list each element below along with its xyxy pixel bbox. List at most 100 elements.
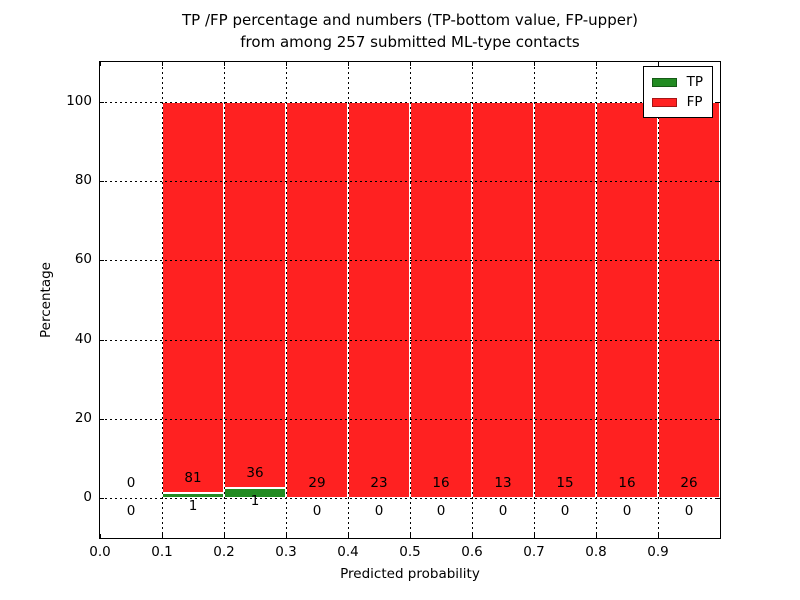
tp-count-label: 0 <box>436 503 446 520</box>
x-tick-mark <box>162 534 163 538</box>
chart-title: TP /FP percentage and numbers (TP-bottom… <box>100 9 720 53</box>
legend-item: TP <box>651 72 703 92</box>
v-gridline <box>348 62 349 538</box>
tp-count-label: 0 <box>498 503 508 520</box>
plot-area: 0 0 81 1 36 1 29 0 23 0 16 0 13 0 15 0 16 0 26 0 TP FP <box>99 61 721 539</box>
tp-count-label: 1 <box>188 498 198 515</box>
v-gridline <box>472 62 473 538</box>
y-tick-label: 60 <box>74 251 92 268</box>
y-tick-mark-right <box>716 339 720 341</box>
x-tick-mark <box>348 534 349 538</box>
x-tick-label: 0.2 <box>213 544 235 560</box>
v-gridline <box>596 62 597 538</box>
x-tick-label: 0.3 <box>275 544 297 560</box>
x-tick-mark <box>596 534 597 538</box>
y-tick-mark <box>100 181 104 182</box>
x-tick-mark-top <box>596 62 597 66</box>
fp-count-label: 23 <box>370 475 388 492</box>
fp-count-label: 26 <box>680 475 698 492</box>
x-tick-label: 0.7 <box>523 544 545 560</box>
legend-swatch-tp <box>651 77 677 87</box>
x-tick-mark <box>534 534 535 538</box>
y-tick-mark <box>100 260 104 262</box>
legend: TP FP <box>642 66 713 118</box>
chart-title-line2: from among 257 submitted ML-type contact… <box>240 33 580 51</box>
x-tick-mark-top <box>286 62 287 66</box>
v-gridline <box>534 62 535 538</box>
y-tick-mark-right <box>716 419 720 420</box>
y-tick-mark <box>100 339 104 341</box>
y-tick-label: 100 <box>66 92 92 109</box>
v-gridline <box>162 62 163 538</box>
legend-item: FP <box>651 92 703 112</box>
x-tick-mark <box>286 534 287 538</box>
y-tick-label: 80 <box>74 172 92 188</box>
fp-count-label: 13 <box>494 475 512 492</box>
x-tick-mark <box>472 534 473 538</box>
x-tick-mark-top <box>658 62 659 66</box>
fp-count-label: 36 <box>246 464 264 481</box>
tp-count-label: 0 <box>312 503 322 520</box>
x-tick-label: 0.1 <box>151 544 173 560</box>
x-tick-mark-top <box>410 62 411 66</box>
x-axis-label: Predicted probability <box>340 566 480 582</box>
x-tick-mark-top <box>162 62 163 66</box>
tp-count-label: 0 <box>374 503 384 520</box>
y-tick-mark <box>100 498 104 500</box>
fp-bar <box>534 101 596 499</box>
fp-bar <box>472 101 534 499</box>
fp-count-label: 0 <box>126 475 136 492</box>
x-tick-label: 0.6 <box>461 544 483 560</box>
legend-label: FP <box>686 94 703 110</box>
x-tick-mark <box>100 534 101 538</box>
x-tick-mark-top <box>472 62 473 66</box>
y-tick-mark-right <box>716 498 720 500</box>
y-tick-label: 0 <box>83 489 92 506</box>
y-tick-mark-right <box>716 260 720 262</box>
fp-bar <box>658 101 720 499</box>
fp-count-label: 15 <box>556 475 574 492</box>
y-tick-label: 40 <box>74 330 92 347</box>
x-tick-mark-top <box>100 62 101 66</box>
fp-bar <box>348 101 410 499</box>
fp-bar <box>224 101 286 488</box>
y-axis-label: Percentage <box>38 262 54 338</box>
y-tick-mark <box>100 419 104 420</box>
tp-count-label: 0 <box>684 503 694 520</box>
fp-count-label: 81 <box>184 470 202 487</box>
x-tick-mark <box>224 534 225 538</box>
y-tick-label: 20 <box>74 410 92 426</box>
v-gridline <box>410 62 411 538</box>
x-tick-label: 0.9 <box>647 544 669 560</box>
tp-count-label: 0 <box>622 503 632 520</box>
v-gridline <box>658 62 659 538</box>
fp-bar <box>596 101 658 499</box>
tp-count-label: 0 <box>126 503 136 520</box>
x-tick-label: 0.0 <box>89 544 111 560</box>
fp-count-label: 16 <box>432 475 450 492</box>
chart-title-line1: TP /FP percentage and numbers (TP-bottom… <box>182 11 638 29</box>
x-tick-label: 0.8 <box>585 544 607 560</box>
x-tick-mark <box>410 534 411 538</box>
fp-count-label: 16 <box>618 475 636 492</box>
v-gridline <box>286 62 287 538</box>
fp-bar <box>286 101 348 499</box>
fp-bar <box>410 101 472 499</box>
y-tick-mark-right <box>716 101 720 103</box>
legend-swatch-fp <box>651 97 677 107</box>
fp-count-label: 29 <box>308 475 326 492</box>
tp-count-label: 1 <box>250 492 260 509</box>
x-tick-mark-top <box>224 62 225 66</box>
x-tick-label: 0.4 <box>337 544 359 560</box>
x-tick-mark <box>658 534 659 538</box>
v-gridline <box>224 62 225 538</box>
x-tick-mark-top <box>348 62 349 66</box>
y-tick-mark <box>100 101 104 103</box>
tp-count-label: 0 <box>560 503 570 520</box>
fp-bar <box>162 101 224 494</box>
legend-label: TP <box>686 74 703 90</box>
y-tick-mark-right <box>716 181 720 182</box>
x-tick-mark-top <box>534 62 535 66</box>
x-tick-label: 0.5 <box>399 544 421 560</box>
